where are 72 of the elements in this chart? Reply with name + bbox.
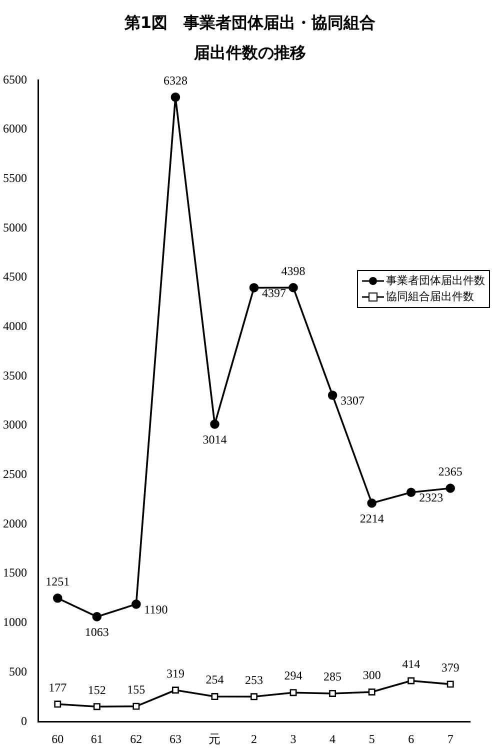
point [210, 420, 220, 429]
data-label: 300 [362, 668, 381, 682]
point [446, 484, 456, 493]
y-tick-label: 4500 [3, 270, 27, 284]
point [406, 488, 416, 498]
point [172, 686, 179, 694]
y-tick-label: 3000 [3, 418, 27, 432]
point [408, 677, 415, 684]
y-tick-label: 500 [9, 664, 27, 678]
point [290, 689, 297, 696]
point [329, 690, 336, 697]
data-label: 414 [402, 656, 420, 671]
y-tick-label: 0 [21, 714, 27, 728]
y-tick-label: 2000 [3, 516, 27, 530]
data-label: 319 [166, 666, 184, 680]
data-label: 2214 [360, 511, 384, 526]
x-tick-label: 元 [208, 732, 221, 746]
point [92, 612, 102, 622]
y-tick-label: 5000 [3, 220, 27, 234]
y-tick-label: 1000 [3, 615, 27, 630]
x-tick-label: 62 [130, 732, 142, 746]
x-tick-label: 3 [290, 732, 296, 746]
x-tick-label: 60 [52, 732, 64, 746]
data-label: 1251 [46, 574, 70, 588]
point [211, 693, 218, 700]
data-label: 294 [284, 668, 302, 683]
legend-label: 事業者団体届出件数 [386, 273, 485, 289]
point [367, 498, 376, 508]
y-tick-label: 2500 [3, 467, 27, 482]
point [446, 680, 454, 688]
point [54, 700, 62, 708]
y-tick-label: 1500 [3, 566, 27, 580]
x-tick-label: 4 [330, 732, 336, 746]
x-tick-label: 2 [251, 732, 257, 746]
x-tick-label: 7 [447, 732, 454, 746]
data-label: 4398 [281, 264, 306, 278]
data-label: 152 [88, 682, 106, 697]
data-label: 4397 [262, 286, 286, 300]
x-tick-label: 63 [169, 732, 182, 746]
chart-title: 第1図 事業者団体届出・協同組合届出件数の推移 [123, 12, 377, 64]
data-label: 3307 [340, 393, 365, 408]
data-label: 254 [206, 672, 224, 687]
point [52, 594, 62, 603]
point [249, 283, 259, 292]
point [132, 600, 141, 609]
legend-label: 協同組合届出件数 [386, 289, 474, 305]
data-label: 2365 [438, 464, 462, 478]
data-label: 253 [245, 672, 263, 687]
point [368, 688, 376, 696]
data-label: 3014 [202, 432, 227, 446]
y-tick-label: 5500 [3, 171, 27, 186]
data-label: 379 [441, 660, 460, 674]
point [250, 693, 258, 700]
data-label: 1063 [84, 624, 109, 639]
data-label: 155 [127, 682, 146, 696]
point [288, 282, 298, 292]
y-tick-label: 6500 [3, 72, 27, 86]
data-label: 2323 [419, 490, 444, 505]
y-tick-label: 4000 [3, 319, 27, 334]
data-label: 177 [48, 680, 67, 694]
data-label: 6328 [163, 73, 188, 88]
x-tick-label: 6 [408, 732, 414, 746]
x-tick-label: 61 [90, 732, 103, 746]
y-tick-label: 6000 [3, 122, 27, 136]
point [132, 702, 140, 710]
x-tick-label: 5 [368, 732, 375, 746]
point [170, 92, 180, 102]
data-label: 285 [324, 670, 342, 684]
point [328, 390, 338, 400]
data-label: 1190 [144, 602, 168, 616]
point [93, 703, 100, 710]
y-tick-label: 3500 [3, 368, 27, 382]
